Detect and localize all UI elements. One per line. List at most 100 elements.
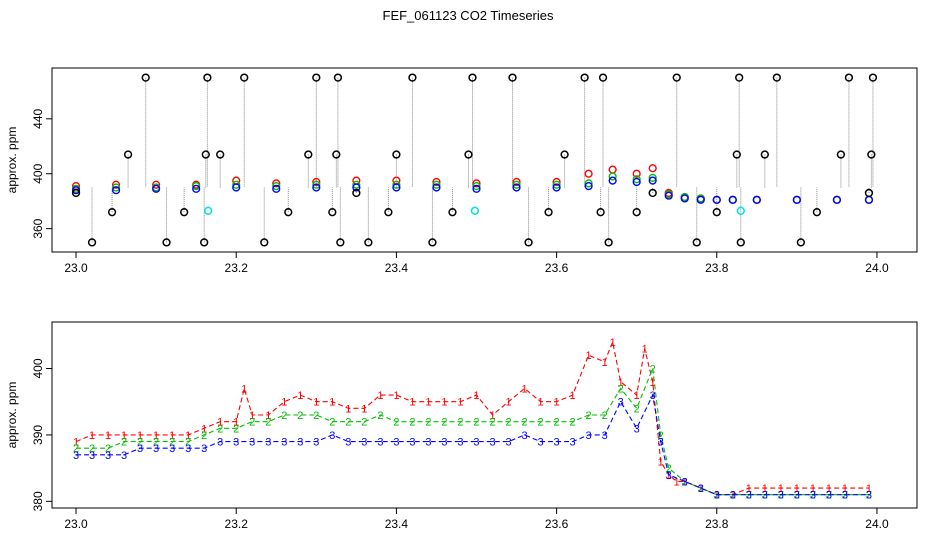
series-2-marker: 2: [826, 490, 832, 502]
series-3-marker: 3: [217, 437, 223, 449]
series-2-marker: 2: [121, 437, 127, 449]
flagged-point: [392, 150, 401, 159]
series-1-marker: 1: [73, 437, 79, 449]
flagged-point: [598, 73, 608, 82]
series-2-marker: 2: [361, 417, 367, 429]
flagged-point: [141, 73, 150, 82]
series-1-marker: 1: [361, 403, 367, 415]
series-3-point: [192, 184, 201, 193]
series-2-point: [632, 175, 641, 184]
flagged-point: [384, 208, 393, 217]
series-3-point: [680, 194, 689, 203]
series-1-marker: 1: [329, 397, 335, 409]
series-2-point: [192, 181, 201, 191]
x-tick-label: 24.0: [865, 517, 889, 531]
series-2-marker: 2: [698, 483, 704, 495]
panel-1: 23.0 23.2 23.4 23.6 23.8 24.0 360 400 440 approx.…: [5, 67, 918, 275]
flagged-point: [364, 238, 373, 247]
series-1-marker: 1: [682, 476, 688, 488]
series-1-marker: 1: [521, 383, 527, 395]
series-3-marker: 3: [409, 437, 415, 449]
flagged-point: [200, 238, 209, 247]
series-2-marker: 2: [650, 364, 656, 376]
flagged-point: [216, 150, 225, 159]
series-2-marker: 2: [425, 417, 431, 429]
flagged-point: [692, 238, 701, 247]
series-1-marker: 1: [650, 377, 656, 389]
x-tick-label: 23.8: [705, 517, 729, 531]
series-3-marker: 3: [489, 437, 495, 449]
series-3-marker: 3: [329, 430, 335, 442]
flagged-point: [328, 208, 337, 217]
series-2-marker: 2: [810, 490, 816, 502]
series-1-point: [312, 177, 321, 187]
series-1-point: [472, 179, 481, 188]
series-2-marker: 2: [233, 423, 239, 435]
series-3-marker: 3: [554, 437, 560, 449]
series-1-marker: 1: [538, 397, 544, 409]
series-2-marker: 2: [73, 443, 79, 455]
x-tick-label: 23.2: [225, 261, 249, 275]
x-tick-label: 23.0: [64, 517, 88, 531]
series-3-point: [152, 184, 161, 193]
x-tick-label: 23.4: [385, 517, 409, 531]
series-1-marker: 1: [121, 430, 127, 442]
series-3-marker: 3: [826, 490, 832, 502]
series-3-point: [272, 184, 281, 193]
series-1-marker: 1: [241, 383, 247, 395]
series-2-marker: 2: [201, 430, 207, 442]
flagged-point: [162, 238, 171, 247]
series-1-point: [648, 164, 657, 173]
series-1-marker: 1: [89, 430, 95, 442]
series-2-marker: 2: [329, 417, 335, 429]
series-2-marker: 2: [586, 410, 592, 422]
series-3-marker: 3: [73, 450, 79, 462]
series-1-marker: 1: [642, 344, 648, 356]
series-3-marker: 3: [457, 437, 463, 449]
flagged-point: [560, 150, 569, 159]
series-2-point: [432, 180, 441, 189]
series-1-marker: 1: [778, 483, 784, 495]
series-2-point: [111, 183, 121, 192]
series-3-point: [832, 195, 842, 204]
series-1-marker: 1: [505, 397, 511, 409]
series-3-point: [608, 176, 617, 185]
flagged-point: [352, 188, 361, 198]
series-2-marker: 2: [377, 410, 383, 422]
flagged-point: [508, 73, 517, 82]
series-3-marker: 3: [794, 490, 800, 502]
flagged-point: [524, 238, 533, 247]
series-1-marker: 1: [217, 417, 223, 429]
series-2-point: [352, 180, 361, 189]
series-2-marker: 2: [457, 417, 463, 429]
series-3-marker: 3: [570, 437, 576, 449]
series-1-point: [512, 177, 521, 187]
series-3-point: [696, 195, 705, 204]
flagged-point: [260, 238, 269, 247]
flagged-point: [796, 238, 806, 247]
series-2-point: [512, 180, 521, 189]
series-3-point: [648, 176, 657, 185]
series-3-marker: 3: [297, 437, 303, 449]
series-3-marker: 3: [634, 423, 640, 435]
series-3-point: [111, 186, 121, 195]
series-3-marker: 3: [650, 390, 656, 402]
flagged-point: [428, 238, 437, 247]
series-1-marker: 1: [201, 423, 207, 435]
series-1-marker: 1: [137, 430, 143, 442]
flagged-point: [312, 73, 321, 82]
series-2-point: [392, 180, 401, 189]
flagged-point: [304, 150, 313, 159]
series-3-point: [664, 191, 673, 200]
series-3-point: [232, 183, 241, 192]
series-1-point: [608, 165, 617, 174]
series-2-marker: 2: [714, 490, 720, 502]
series-3-marker: 3: [778, 490, 784, 502]
series-3-marker: 3: [730, 490, 736, 502]
series-3-line: [76, 393, 869, 496]
series-3-marker: 3: [538, 437, 544, 449]
flagged-point: [736, 238, 745, 247]
series-3-marker: 3: [393, 437, 399, 449]
flagged-point: [203, 73, 212, 82]
y-tick-label: 360: [31, 218, 45, 238]
